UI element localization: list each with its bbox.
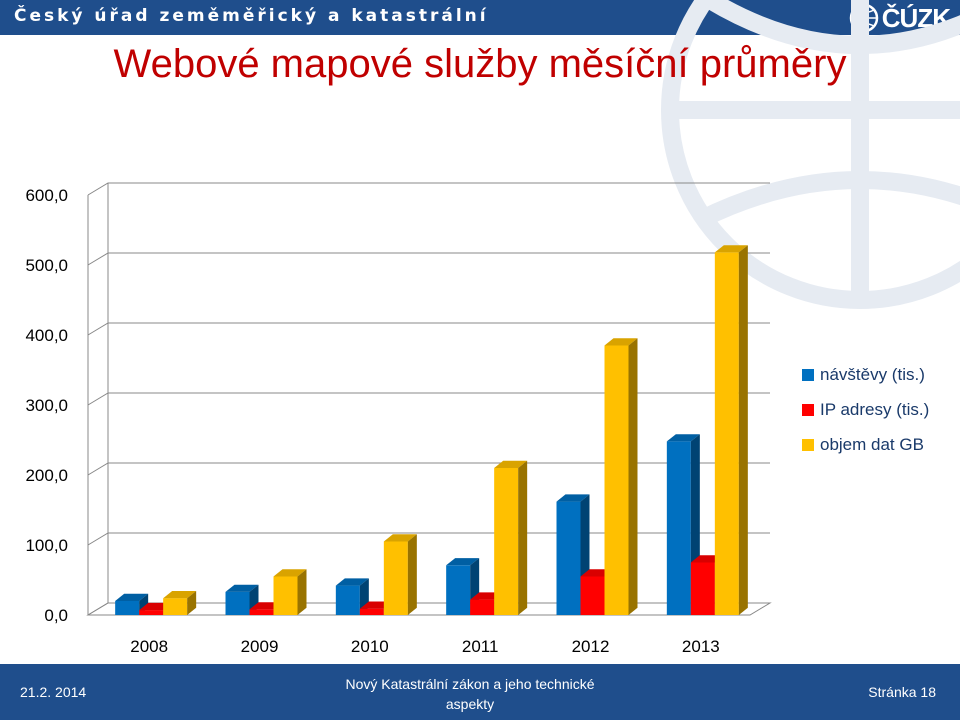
- bar-front: [446, 565, 471, 615]
- bar-front: [690, 562, 715, 615]
- gridline: [87, 392, 770, 406]
- bar-objem dat GB-2010: [383, 534, 417, 615]
- legend-label: IP adresy (tis.): [820, 400, 929, 419]
- y-tick-label: 100,0: [25, 536, 68, 555]
- bar-front: [470, 599, 495, 615]
- x-tick-label: 2010: [351, 637, 389, 656]
- footer-bar: 21.2. 2014 Nový Katastrální zákon a jeho…: [0, 664, 960, 720]
- bar-návštěvy (tis.)-2011: [446, 558, 480, 615]
- bar-side: [187, 591, 197, 615]
- bar-top: [714, 245, 748, 253]
- bar-front: [604, 345, 629, 615]
- bar-side: [407, 534, 417, 615]
- bar-front: [249, 609, 274, 615]
- gridline: [87, 462, 770, 476]
- bar-side: [518, 460, 528, 615]
- bar-front: [225, 591, 250, 615]
- y-tick-label: 0,0: [44, 606, 68, 625]
- bar-front: [580, 576, 605, 615]
- y-tick-label: 600,0: [25, 186, 68, 205]
- bar-objem dat GB-2013: [714, 245, 748, 615]
- bar-návštěvy (tis.)-2010: [335, 578, 369, 615]
- bar-top: [225, 584, 259, 592]
- y-tick-label: 200,0: [25, 466, 68, 485]
- footer-presentation-title: Nový Katastrální zákon a jeho technické …: [345, 676, 595, 712]
- bar-side: [628, 338, 638, 615]
- bar-front: [163, 598, 188, 615]
- bar-front: [666, 441, 691, 615]
- legend-swatch: [802, 369, 814, 381]
- gridline: [87, 252, 770, 266]
- bar-front: [556, 501, 581, 615]
- bar-chart: 0,0 100,0 200,0 300,0 400,0 500,0 600,0 2008 200…: [25, 182, 929, 656]
- bar-front: [494, 468, 519, 615]
- footer-date: 21.2. 2014: [20, 684, 87, 700]
- bar-objem dat GB-2009: [273, 569, 307, 615]
- bar-objem dat GB-2012: [604, 338, 638, 615]
- y-tick-label: 400,0: [25, 326, 68, 345]
- bar-top: [446, 558, 480, 566]
- slide-title: Webové mapové služby měsíční průměry: [113, 42, 847, 86]
- bar-top: [604, 338, 638, 346]
- gridline: [87, 532, 770, 546]
- bar-objem dat GB-2008: [163, 591, 197, 615]
- bar-top: [383, 534, 417, 542]
- background-globe-watermark: [661, 0, 960, 309]
- bar-top: [115, 593, 149, 601]
- y-tick-label: 300,0: [25, 396, 68, 415]
- bar-front: [115, 601, 140, 615]
- legend-label: objem dat GB: [820, 435, 924, 454]
- bar-návštěvy (tis.)-2008: [115, 593, 149, 615]
- legend-label: návštěvy (tis.): [820, 365, 925, 384]
- bar-front: [273, 576, 298, 615]
- bar-front: [714, 252, 739, 615]
- bar-front: [383, 541, 408, 615]
- legend-swatch: [802, 404, 814, 416]
- gridline: [87, 602, 770, 616]
- bar-front: [335, 585, 360, 615]
- footer-page-number: Stránka 18: [868, 684, 936, 700]
- legend-swatch: [802, 439, 814, 451]
- header-bar: Český úřad zeměměřický a katastrální ČÚZ…: [0, 0, 960, 35]
- x-tick-label: 2012: [572, 637, 610, 656]
- bar-objem dat GB-2011: [494, 460, 528, 615]
- bar-návštěvy (tis.)-2013: [666, 434, 700, 615]
- bar-top: [494, 460, 528, 468]
- bar-top: [273, 569, 307, 577]
- bar-top: [556, 494, 590, 502]
- org-name: Český úřad zeměměřický a katastrální: [14, 6, 489, 26]
- x-tick-label: 2011: [462, 637, 499, 656]
- bar-top: [335, 578, 369, 586]
- bar-top: [666, 434, 700, 442]
- bar-side: [738, 245, 748, 615]
- x-tick-label: 2013: [682, 637, 720, 656]
- bar-side: [297, 569, 307, 615]
- bar-front: [139, 610, 164, 615]
- y-tick-label: 500,0: [25, 256, 68, 275]
- x-tick-label: 2009: [241, 637, 279, 656]
- bar-front: [359, 608, 384, 615]
- gridline: [87, 182, 770, 196]
- gridline: [87, 322, 770, 336]
- bar-top: [163, 591, 197, 599]
- x-tick-label: 2008: [130, 637, 168, 656]
